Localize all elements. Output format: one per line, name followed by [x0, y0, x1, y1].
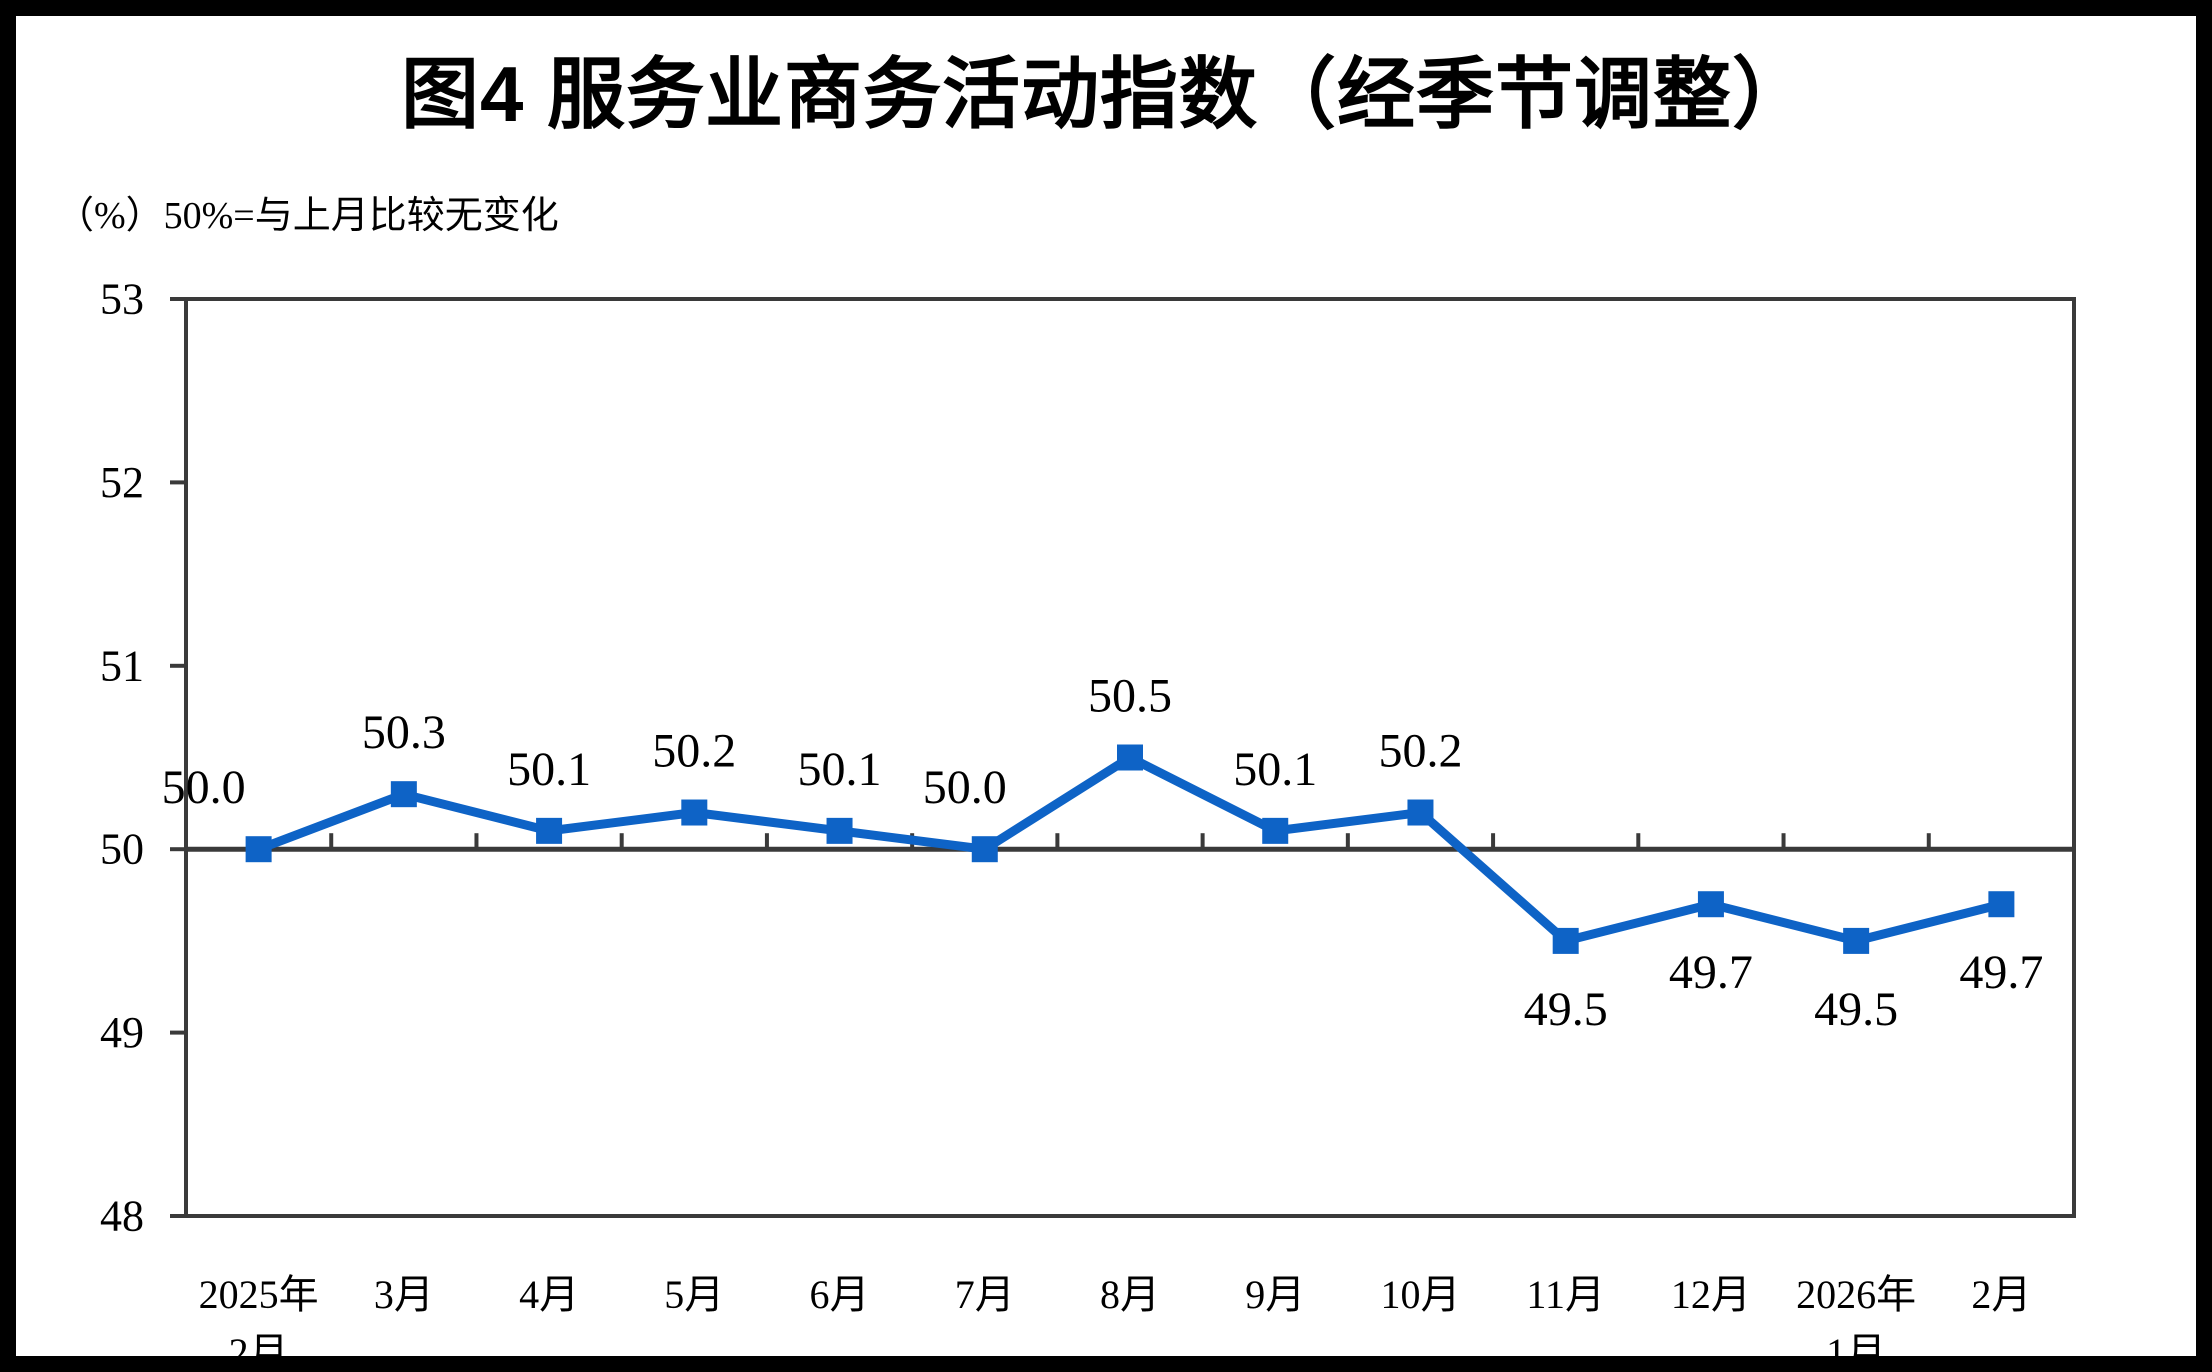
- x-tick-label: 12月: [1671, 1272, 1751, 1317]
- data-point-label: 50.3: [362, 706, 446, 759]
- data-point-marker: [1697, 891, 1724, 918]
- x-tick-label: 3月: [374, 1272, 434, 1317]
- data-point-label: 50.1: [1233, 743, 1317, 796]
- x-tick-label: 7月: [955, 1272, 1015, 1317]
- y-tick-label: 53: [100, 275, 144, 324]
- data-point-marker: [1552, 927, 1579, 954]
- data-point-marker: [1117, 744, 1143, 771]
- data-point-label: 50.1: [798, 743, 882, 796]
- data-point-label: 50.5: [1088, 670, 1172, 723]
- chart-subtitle: （%）50%=与上月比较无变化: [56, 195, 559, 237]
- y-tick-label: 50: [100, 825, 144, 874]
- data-point-label: 49.5: [1814, 983, 1898, 1036]
- y-tick-label: 48: [100, 1192, 144, 1241]
- y-tick-label: 52: [100, 458, 144, 507]
- x-tick-label: 2月: [1971, 1272, 2031, 1317]
- data-point-label: 50.2: [652, 725, 736, 778]
- data-point-label: 50.0: [162, 761, 246, 814]
- x-tick-label: 10月: [1380, 1272, 1460, 1317]
- x-tick-label: 11月: [1526, 1272, 1605, 1317]
- y-tick-label: 49: [100, 1008, 144, 1057]
- data-point-label: 49.7: [1959, 946, 2043, 999]
- data-point-label: 50.0: [923, 761, 1007, 814]
- data-point-marker: [1407, 799, 1434, 826]
- y-tick-label: 51: [100, 641, 144, 690]
- plot-border: [184, 297, 2076, 1218]
- data-point-label: 49.7: [1669, 946, 1753, 999]
- data-point-label: 50.1: [507, 743, 591, 796]
- x-tick-label: 5月: [664, 1272, 724, 1317]
- data-point-marker: [1262, 817, 1289, 844]
- x-tick-label: 9月: [1245, 1272, 1305, 1317]
- x-tick-label: 2026年: [1796, 1272, 1916, 1317]
- data-point-label: 50.2: [1378, 725, 1462, 778]
- chart-svg: 48 49 50 51 52 53 2025年 2月 3月 4月 5月 6月 7月 8月 9月 10月 11月 1…: [100, 275, 2076, 1372]
- data-point-marker: [536, 817, 563, 844]
- x-tick-label: 4月: [519, 1272, 579, 1317]
- x-tick-label: 2月: [229, 1330, 289, 1372]
- data-point-marker: [390, 781, 417, 808]
- data-point-marker: [1843, 927, 1870, 954]
- x-tick-label: 6月: [810, 1272, 870, 1317]
- data-point-marker: [971, 836, 998, 863]
- x-tick-label: 1月: [1826, 1330, 1886, 1372]
- x-tick-label: 2025年: [199, 1272, 319, 1317]
- data-point-marker: [681, 799, 708, 826]
- chart-title: 图4 服务业商务活动指数（经季节调整）: [400, 50, 1812, 138]
- data-point-label: 49.5: [1524, 983, 1608, 1036]
- x-tick-label: 8月: [1100, 1272, 1160, 1317]
- data-point-marker: [1988, 891, 2015, 918]
- data-point-marker: [245, 836, 272, 863]
- data-point-marker: [826, 817, 853, 844]
